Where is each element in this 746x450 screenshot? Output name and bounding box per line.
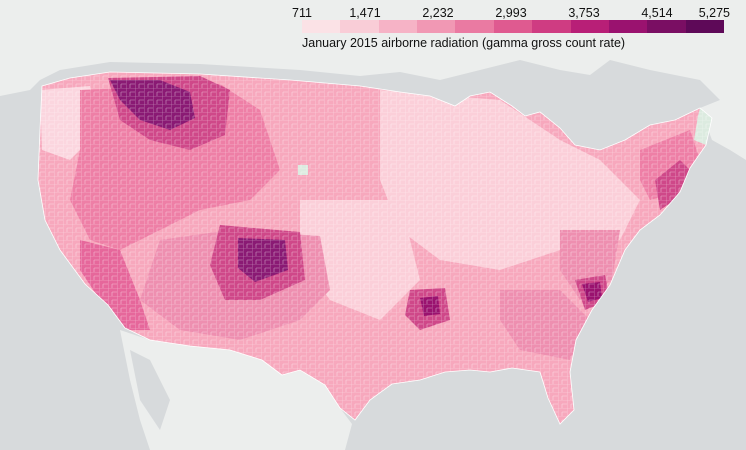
legend-tick: 711: [292, 6, 312, 20]
legend-color-step: [378, 20, 418, 33]
legend-color-step: [302, 20, 341, 33]
legend-color-bar: [302, 20, 724, 33]
legend-title: January 2015 airborne radiation (gamma g…: [302, 36, 626, 50]
legend-tick: 3,753: [568, 6, 600, 20]
baja-water: [130, 350, 170, 430]
legend-tick: 5,275: [698, 6, 730, 20]
legend-color-step: [570, 20, 609, 33]
legend-color-step: [532, 20, 571, 33]
legend-ticks: 711 1,471 2,232 2,993 3,753 4,514 5,275: [292, 6, 730, 20]
legend-color-step: [647, 20, 686, 33]
us-choropleth[interactable]: [38, 72, 712, 424]
legend-tick: 4,514: [641, 6, 673, 20]
legend-tick: 1,471: [349, 6, 381, 20]
legend-color-step: [340, 20, 379, 33]
legend-tick: 2,232: [422, 6, 454, 20]
legend-color-step: [685, 20, 724, 33]
legend-color-step: [455, 20, 494, 33]
legend-tick: 2,993: [495, 6, 527, 20]
mexico-land: [120, 330, 352, 450]
legend-color-step: [493, 20, 533, 33]
canada-maritimes: [700, 96, 746, 160]
legend-color-step: [608, 20, 648, 33]
legend-color-step: [417, 20, 456, 33]
